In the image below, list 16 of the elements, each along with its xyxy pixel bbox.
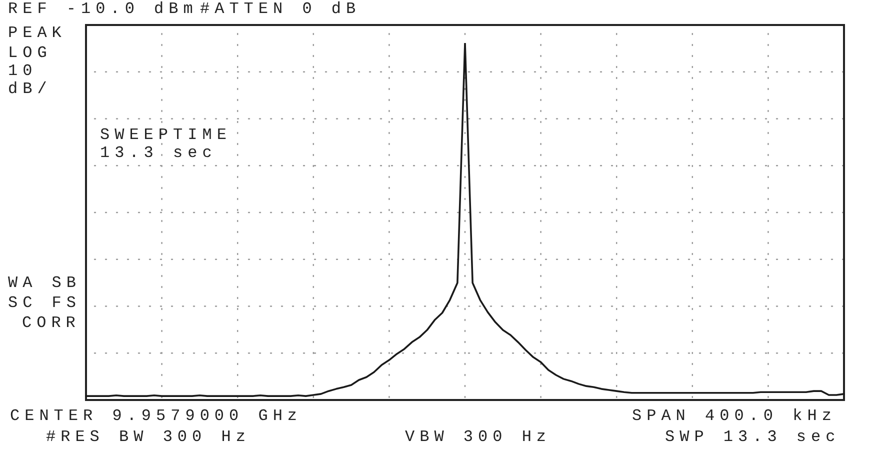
text: VBW 300 Hz [405,428,552,446]
text: dB/ [8,80,52,98]
annotation: SWEEPTIME [100,126,232,144]
text: CORR [22,314,80,332]
text: WA SB [8,274,82,292]
annotation: 13.3 sec [100,144,217,162]
text: PEAK [8,24,66,42]
text: 10 [8,62,38,80]
text: LOG [8,44,52,62]
text: SC FS [8,294,82,312]
text: #RES BW 300 Hz [46,428,250,446]
text: SWP 13.3 sec [665,428,840,446]
text: CENTER 9.9579000 GHz [10,407,302,425]
text: #ATTEN 0 dB [200,0,361,18]
text: REF -10.0 dBm [8,0,198,18]
text: SPAN 400.0 kHz [632,407,836,425]
